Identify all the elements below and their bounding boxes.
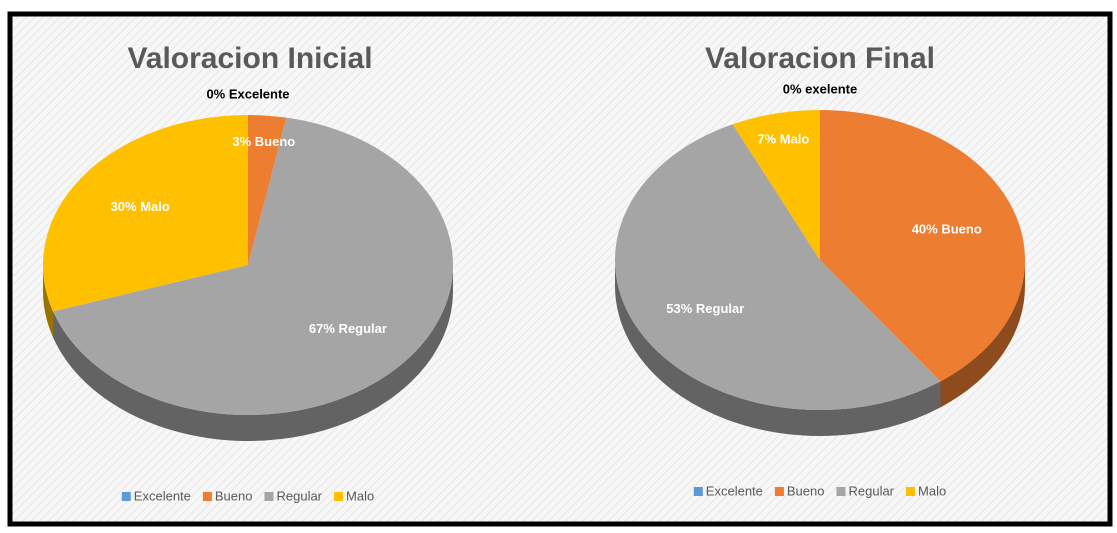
legend-swatch <box>121 492 131 501</box>
legend-label: Regular <box>848 483 894 498</box>
chart-inicial: Valoracion Inicial 0% Excelente 3% Bueno 6… <box>42 42 454 503</box>
legend-swatch <box>906 487 916 496</box>
legend-label: Excelente <box>134 488 191 503</box>
chart-final: Valoracion Final 0% exelente 40% Bueno 53%… <box>615 42 1025 498</box>
chart-title: Valoracion Inicial <box>127 42 372 75</box>
legend-label: Malo <box>346 488 374 503</box>
legend-label: Regular <box>276 488 322 503</box>
pie-slice <box>615 124 941 410</box>
data-label: 0% exelente <box>783 81 857 96</box>
chart-title: Valoracion Final <box>705 42 935 75</box>
legend-swatch <box>774 487 784 496</box>
pie-slice <box>248 115 287 265</box>
pie-slice <box>820 110 1025 382</box>
data-label: 30% Malo <box>111 199 170 214</box>
pie-side <box>615 260 941 436</box>
legend-swatch <box>264 492 274 501</box>
legend-label: Bueno <box>787 483 825 498</box>
pie-slice <box>732 110 820 260</box>
legend-label: Malo <box>918 483 946 498</box>
data-label: 40% Bueno <box>912 221 982 236</box>
legend-swatch <box>202 492 212 501</box>
data-label: 3% Bueno <box>232 134 295 149</box>
data-label: 53% Regular <box>666 301 744 316</box>
pie-sides <box>615 260 1025 436</box>
legend-label: Excelente <box>706 483 763 498</box>
legend: Excelente Bueno Regular Malo <box>693 483 946 498</box>
legend-swatch <box>836 487 846 496</box>
pie-slice <box>53 117 454 415</box>
pie-side <box>43 265 54 338</box>
pie-sides <box>43 265 453 442</box>
legend: Excelente Bueno Regular Malo <box>121 488 374 503</box>
pie-side <box>53 265 453 442</box>
data-label: 7% Malo <box>757 131 809 146</box>
legend-swatch <box>334 492 344 501</box>
pie-slice <box>42 115 248 312</box>
legend-swatch <box>693 487 703 496</box>
data-label: 67% Regular <box>309 321 387 336</box>
pie-side <box>940 260 1025 408</box>
data-label: 0% Excelente <box>206 86 289 101</box>
legend-label: Bueno <box>215 488 253 503</box>
